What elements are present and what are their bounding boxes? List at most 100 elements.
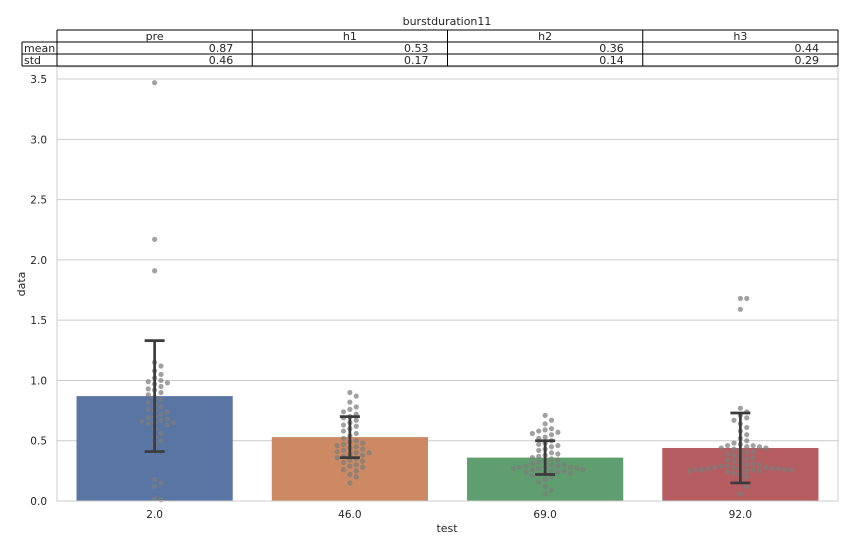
data-point [353, 444, 359, 450]
y-axis-label: data [15, 272, 28, 297]
data-point [548, 468, 555, 474]
data-point [763, 464, 769, 470]
grid [57, 78, 838, 502]
data-point [152, 495, 158, 502]
data-point [731, 470, 737, 476]
data-point [139, 418, 145, 425]
data-point [340, 435, 347, 441]
error-bars [144, 339, 751, 485]
data-point [718, 463, 724, 469]
table-cell: 0.46 [209, 54, 234, 67]
data-point [712, 464, 718, 470]
data-point [353, 474, 359, 480]
table-cell: 0.53 [404, 42, 429, 55]
data-point [334, 448, 340, 455]
data-point [353, 423, 359, 429]
data-point [744, 432, 750, 438]
data-point [340, 409, 347, 415]
table-cell: 0.44 [795, 42, 820, 55]
table-row-label: std [24, 54, 41, 67]
data-point [750, 461, 756, 467]
data-point [763, 445, 769, 451]
data-point [548, 417, 555, 423]
data-point [158, 430, 164, 437]
data-point [548, 462, 555, 468]
data-point [548, 444, 555, 450]
data-point [744, 462, 750, 468]
table-cell: 0.29 [795, 54, 820, 67]
data-point [542, 412, 548, 419]
data-point [744, 444, 750, 450]
data-point [340, 428, 347, 434]
data-point [731, 458, 737, 464]
data-point [145, 421, 151, 427]
data-point [152, 483, 158, 490]
data-point [555, 451, 561, 457]
data-point [145, 399, 151, 405]
data-point [347, 480, 353, 486]
data-point [769, 465, 775, 472]
data-point [353, 450, 359, 456]
data-point [347, 463, 353, 469]
data-point [548, 456, 555, 462]
data-point [158, 397, 164, 403]
data-point [353, 438, 359, 444]
y-tick-label: 3.0 [30, 134, 47, 146]
data-point [731, 452, 737, 458]
data-point [737, 306, 743, 312]
data-point [523, 463, 529, 469]
data-point [731, 446, 737, 452]
data-point [776, 465, 782, 472]
data-point [340, 422, 347, 428]
bars [76, 396, 819, 501]
data-point [353, 417, 359, 423]
data-point [152, 236, 158, 242]
data-point [568, 464, 574, 470]
data-point [340, 467, 347, 473]
x-tick-label: 2.0 [146, 509, 163, 521]
data-point [744, 474, 750, 480]
data-point [788, 467, 795, 473]
data-point [529, 467, 535, 473]
data-point [353, 393, 359, 399]
data-point [718, 445, 724, 451]
data-point [347, 406, 353, 412]
data-point [744, 415, 750, 421]
data-point [737, 295, 743, 302]
data-point [360, 452, 366, 458]
data-point [542, 434, 548, 440]
data-point [158, 411, 164, 417]
data-point [152, 476, 158, 482]
data-point [347, 389, 353, 396]
data-point [542, 483, 548, 490]
data-point [561, 468, 567, 474]
y-tick-label: 3.5 [30, 74, 47, 86]
data-point [164, 416, 170, 422]
data-point [158, 497, 164, 503]
table-col-header: h3 [733, 30, 747, 43]
data-point [756, 462, 763, 468]
data-point [555, 463, 561, 469]
data-point [542, 476, 548, 482]
data-point [705, 465, 712, 472]
data-point [158, 480, 164, 486]
y-tick-label: 0.0 [30, 496, 47, 508]
plot-frame [56, 66, 839, 502]
data-point [164, 409, 170, 415]
data-point [334, 442, 340, 449]
data-point [158, 377, 164, 384]
data-point [548, 450, 555, 456]
data-point [580, 467, 587, 473]
y-tick-label: 2.0 [30, 255, 47, 267]
y-tick-label: 0.5 [30, 436, 47, 448]
data-point [750, 442, 756, 449]
data-point [744, 468, 750, 474]
data-point [360, 446, 366, 452]
data-point [164, 422, 170, 428]
data-point [737, 491, 743, 497]
data-point [725, 457, 731, 463]
y-tick-label: 1.0 [30, 375, 47, 387]
data-point [725, 463, 731, 469]
data-point [158, 417, 164, 423]
table-cell: 0.14 [599, 54, 624, 67]
